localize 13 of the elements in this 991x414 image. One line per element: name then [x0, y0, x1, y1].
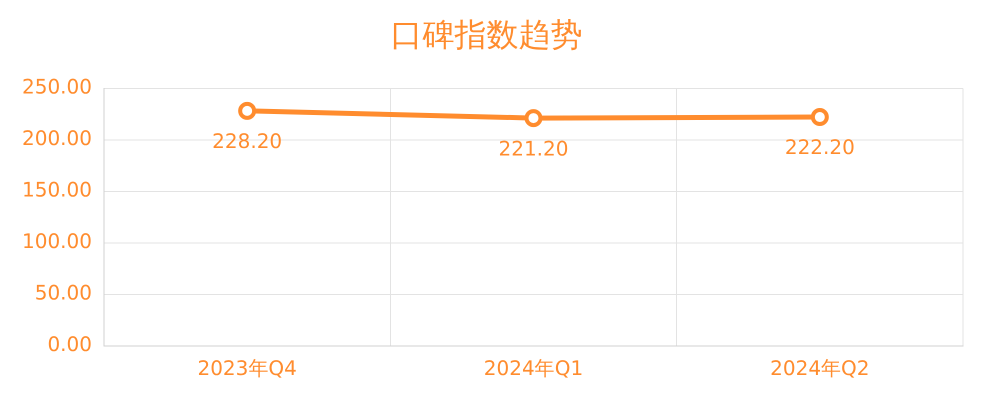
y-tick-label: 50.00 — [34, 280, 92, 305]
chart-title: 口碑指数趋势 — [390, 16, 582, 54]
y-tick-label: 0.00 — [47, 332, 92, 356]
x-tick-label: 2023年Q4 — [197, 356, 297, 380]
y-tick-label: 250.00 — [22, 74, 92, 99]
data-label: 221.20 — [498, 136, 568, 160]
data-label: 222.20 — [784, 135, 855, 160]
x-tick-label: 2024年Q2 — [770, 356, 870, 380]
x-tick-label: 2024年Q1 — [484, 356, 584, 380]
y-tick-label: 200.00 — [22, 126, 92, 150]
y-tick-label: 100.00 — [22, 229, 92, 254]
data-label: 228.20 — [212, 129, 282, 154]
y-tick-label: 150.00 — [22, 178, 92, 202]
